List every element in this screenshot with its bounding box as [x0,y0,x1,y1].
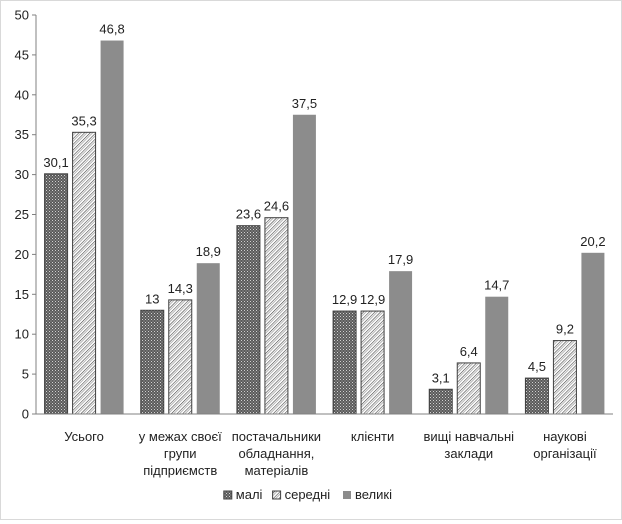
x-tick-label: обладнання, [238,446,314,461]
x-tick-label: організації [533,446,597,461]
bar-малі [140,309,165,415]
y-axis: 0 5 10 15 20 25 30 35 40 45 50 [15,8,37,422]
data-label: 18,9 [196,244,221,259]
y-tick-label: 30 [15,167,29,182]
data-label: 4,5 [528,359,546,374]
legend-swatch-середні [272,490,282,500]
bar-середні [360,310,385,415]
y-tick-label: 15 [15,287,29,302]
data-label: 9,2 [556,322,574,337]
bar-великі [292,114,316,414]
data-label: 35,3 [71,113,96,128]
x-tick-label: Усього [64,429,104,444]
bar-великі [389,271,413,414]
y-tick-label: 40 [15,87,29,102]
data-label: 6,4 [460,344,478,359]
bar-великі [100,40,124,414]
bar-середні [456,362,481,415]
bar-великі [196,263,220,414]
bar-малі [524,377,549,415]
y-tick-label: 50 [15,8,29,23]
data-label: 24,6 [264,199,289,214]
y-tick-label: 0 [22,407,29,422]
bar-середні [552,340,577,415]
data-label: 3,1 [432,370,450,385]
data-label: 17,9 [388,252,413,267]
bar-середні [168,299,193,415]
x-tick-label: у межах своєї [139,429,222,444]
data-label: 30,1 [43,155,68,170]
bar-малі [428,388,453,415]
x-tick-label: вищі навчальні [423,429,514,444]
y-tick-label: 10 [15,327,29,342]
legend-swatch-великі [343,491,351,499]
y-tick-label: 45 [15,47,29,62]
bar-великі [581,252,605,414]
legend-label: середні [285,487,331,502]
x-tick-label: матеріалів [245,463,309,478]
x-axis: Усього у межах своєї групи підприємств поста… [36,413,613,478]
y-tick-label: 35 [15,127,29,142]
x-tick-label: підприємств [143,463,217,478]
data-label: 20,2 [580,234,605,249]
data-label: 14,3 [168,281,193,296]
x-tick-label: наукові [543,429,587,444]
bar-малі [44,173,69,415]
y-tick-label: 25 [15,207,29,222]
data-label: 14,7 [484,278,509,293]
legend-label: великі [355,487,392,502]
data-label: 46,8 [99,22,124,37]
y-tick-label: 20 [15,247,29,262]
legend: малі середні великі [223,487,392,502]
bar-середні [264,217,289,415]
data-label: 12,9 [332,292,357,307]
bars: 30,1 35,3 46,8 13 14,3 18,9 23,624,6 37,5 12,9 12… [43,22,606,415]
x-tick-label: клієнти [351,429,394,444]
x-tick-label: заклади [444,446,493,461]
bar-малі [332,310,357,415]
data-label: 37,5 [292,96,317,111]
x-tick-label: постачальники [232,429,321,444]
y-tick-label: 5 [22,367,29,382]
data-label: 13 [145,291,159,306]
bar-малі [236,225,261,415]
legend-label: малі [236,487,263,502]
x-tick-label: групи [164,446,197,461]
data-label: 12,9 [360,292,385,307]
bar-середні [72,131,97,415]
legend-swatch-малі [223,490,233,500]
bar-великі [485,296,509,414]
data-label: 23,6 [236,207,261,222]
